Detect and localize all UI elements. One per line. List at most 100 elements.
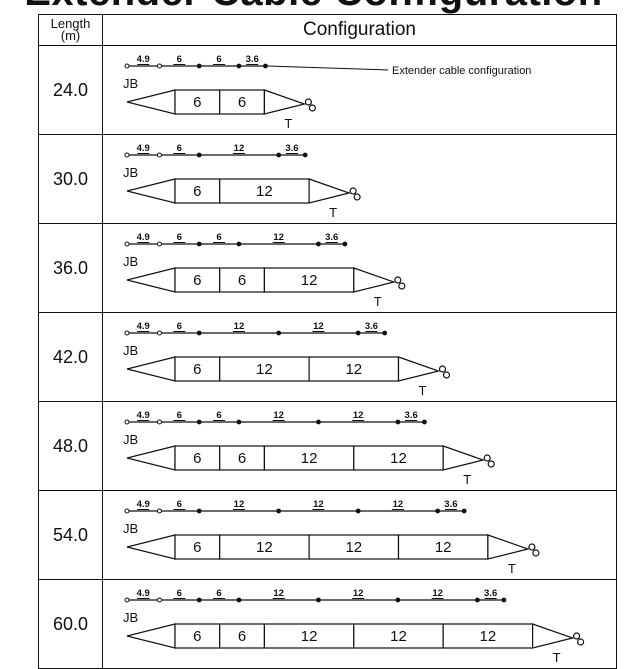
extender-node <box>196 152 202 158</box>
extender-node <box>196 241 202 247</box>
cable-section <box>263 623 355 649</box>
extender-length-label: 12 <box>234 143 245 154</box>
extender-node <box>475 597 480 603</box>
extender-node <box>276 508 282 514</box>
extender-length-label: 3.6 <box>325 232 338 243</box>
cable-diagram: 4.9 6 12 3.6 JB 6 12 T <box>123 143 361 220</box>
cable-section-length-label: 12 <box>301 272 318 289</box>
extender-open-node <box>156 152 162 158</box>
cable-section-length-label: 6 <box>193 628 201 645</box>
extender-length-label: 6 <box>177 143 182 154</box>
terminator-taper <box>308 178 352 204</box>
cable-section <box>219 445 265 471</box>
extender-length-label: 12 <box>313 499 324 510</box>
extender-node <box>236 241 242 247</box>
extender-open-node <box>156 63 162 69</box>
callout-leader <box>267 65 389 71</box>
extender-length-label: 12 <box>353 410 364 421</box>
jb-label: JB <box>123 254 138 269</box>
cable-diagram: 4.9 6 6 12 12 12 3.6 JB 6 6 12 12 12 T <box>123 588 585 665</box>
cable-section-length-label: 6 <box>238 450 246 467</box>
terminator-ring <box>304 98 312 106</box>
extender-open-node <box>156 330 162 336</box>
table-row: 54.0 4.9 6 12 12 12 3.6 JB 6 12 12 12 T <box>38 490 617 580</box>
extender-length-label: 6 <box>216 232 221 243</box>
cable-section-length-label: 6 <box>238 628 246 645</box>
extender-open-node <box>124 419 130 425</box>
table-body: 24.0 4.9 6 6 3.6 Extender cable configuration… <box>38 45 617 669</box>
cable-section <box>174 445 221 471</box>
jb-taper <box>126 89 176 115</box>
configuration-diagram-cell: 4.9 6 6 12 12 12 3.6 JB 6 6 12 12 12 T <box>102 579 617 669</box>
terminator-ring <box>483 454 491 462</box>
terminator-ring <box>353 193 361 201</box>
jb-taper <box>126 356 176 382</box>
extender-node <box>342 241 348 247</box>
terminator-ring <box>532 549 540 557</box>
extender-node <box>461 508 467 514</box>
table-row: 42.0 4.9 6 12 12 3.6 JB 6 12 12 T <box>38 312 617 402</box>
extender-length-label: 3.6 <box>484 588 497 599</box>
extender-node <box>355 330 361 336</box>
extender-length-label: 6 <box>177 321 182 332</box>
extender-node <box>422 419 427 425</box>
cable-section <box>263 267 355 293</box>
cable-section-length-label: 6 <box>193 272 201 289</box>
jb-taper <box>126 267 176 293</box>
extender-open-node <box>124 241 130 247</box>
terminator-ring <box>308 104 316 112</box>
cable-diagram: 4.9 6 6 3.6 Extender cable configuration JB 6 6… <box>123 54 531 131</box>
cable-section <box>308 534 400 560</box>
cable-section-length-label: 12 <box>256 183 273 200</box>
extender-open-node <box>156 597 162 603</box>
cable-section-length-label: 6 <box>238 94 246 111</box>
cable-section-length-label: 6 <box>238 272 246 289</box>
cable-section <box>174 267 221 293</box>
terminator-label: T <box>374 294 382 309</box>
extender-length-label: 4.9 <box>137 410 150 421</box>
cable-section <box>219 178 310 204</box>
row-length: 24.0 <box>38 45 103 135</box>
length-header-unit: (m) <box>60 28 81 43</box>
jb-taper <box>126 178 176 204</box>
row-length: 60.0 <box>38 579 103 669</box>
terminator-taper <box>397 356 441 382</box>
row-length: 30.0 <box>38 134 103 224</box>
extender-node <box>316 419 321 425</box>
cable-diagram: 4.9 6 6 12 12 3.6 JB 6 6 12 12 T <box>123 410 495 487</box>
terminator-ring <box>394 276 402 284</box>
extender-node <box>355 508 361 514</box>
extender-open-node <box>124 597 130 603</box>
jb-taper <box>126 445 176 471</box>
cable-section-length-label: 12 <box>256 361 273 378</box>
extender-length-label: 3.6 <box>246 54 259 65</box>
jb-label: JB <box>123 343 138 358</box>
extender-length-label: 6 <box>177 499 182 510</box>
cable-section <box>174 534 221 560</box>
row-length: 54.0 <box>38 490 103 580</box>
extender-length-label: 12 <box>234 499 245 510</box>
callout-label: Extender cable configuration <box>392 65 531 77</box>
cable-section <box>219 89 265 115</box>
terminator-ring <box>349 187 357 195</box>
terminator-taper <box>532 623 575 649</box>
table-row: 60.0 4.9 6 6 12 12 12 3.6 JB 6 6 12 12 12 T <box>38 579 617 669</box>
terminator-ring <box>577 638 585 646</box>
configuration-table: Length (m) Configuration 24.0 4.9 6 6 3.6 Ext… <box>38 14 617 669</box>
configuration-diagram-cell: 4.9 6 12 12 3.6 JB 6 12 12 T <box>102 312 617 402</box>
cable-section <box>219 534 310 560</box>
extender-open-node <box>124 152 130 158</box>
cable-section <box>174 178 221 204</box>
cable-section <box>397 534 489 560</box>
terminator-taper <box>263 89 307 115</box>
extender-length-label: 4.9 <box>137 499 150 510</box>
extender-length-label: 12 <box>313 321 324 332</box>
cable-diagram: 4.9 6 6 12 3.6 JB 6 6 12 T <box>123 232 406 309</box>
extender-node <box>236 597 242 603</box>
extender-open-node <box>124 330 130 336</box>
jb-label: JB <box>123 76 138 91</box>
extender-node <box>316 241 321 247</box>
cable-section-length-label: 6 <box>193 450 201 467</box>
extender-node <box>196 419 202 425</box>
extender-node <box>395 419 401 425</box>
